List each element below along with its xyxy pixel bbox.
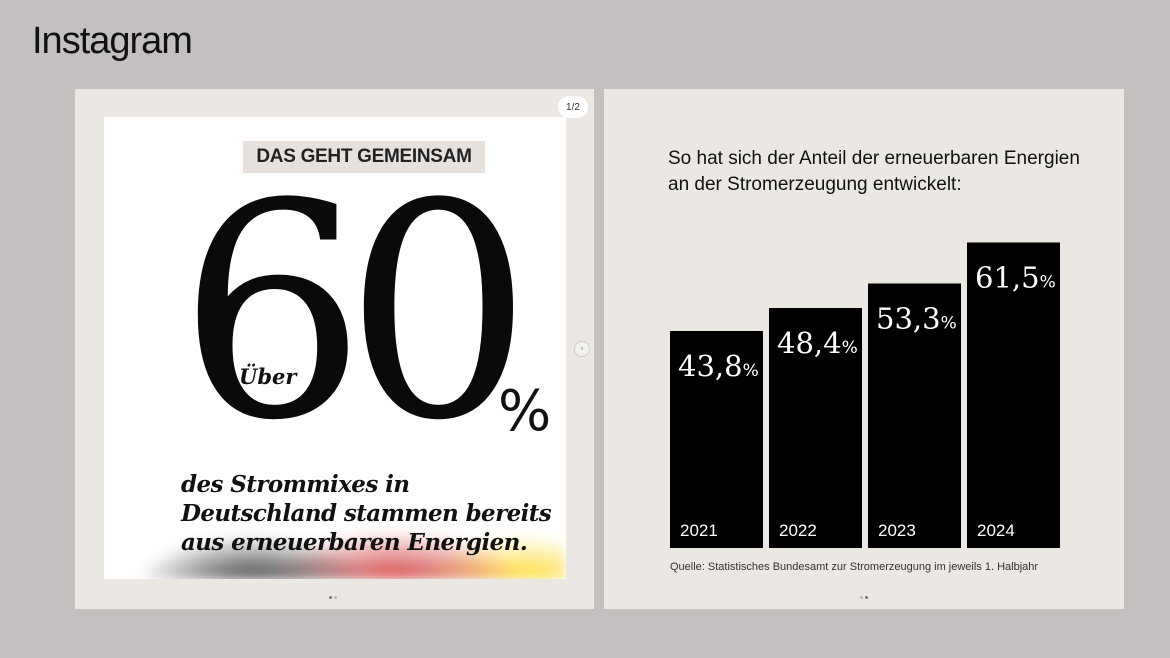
- flag-color-gradient: [104, 479, 566, 579]
- category-label-2021: 2021: [680, 521, 718, 540]
- bar-2022: [769, 308, 862, 548]
- slide-counter-badge: 1/2: [558, 96, 588, 118]
- category-label-2023: 2023: [878, 521, 916, 540]
- bar-2023: [868, 283, 961, 548]
- app-title: Instagram: [32, 20, 193, 62]
- carousel-dot: [865, 596, 868, 599]
- slide-card: DAS GEHT GEMEINSAM 60 Über % des Strommi…: [104, 117, 566, 579]
- next-slide-icon[interactable]: ›: [574, 341, 590, 357]
- post-slide-2[interactable]: So hat sich der Anteil der erneuerbaren …: [604, 89, 1124, 609]
- claim-text: des Strommixes in Deutschland stammen be…: [181, 471, 552, 556]
- carousel-dots: [860, 596, 868, 599]
- category-label-2022: 2022: [779, 521, 817, 540]
- percent-sign: %: [498, 379, 552, 444]
- bar-2021: [670, 331, 763, 548]
- tag-label: DAS GEHT GEMEINSAM: [243, 141, 485, 173]
- bar-2024: [967, 242, 1060, 548]
- carousel-dot: [329, 596, 332, 599]
- prefix-label: Über: [239, 364, 297, 389]
- post-slide-1[interactable]: DAS GEHT GEMEINSAM 60 Über % des Strommi…: [75, 89, 594, 609]
- chart-heading: So hat sich der Anteil der erneuerbaren …: [668, 148, 1080, 195]
- source-note: Quelle: Statistisches Bundesamt zur Stro…: [670, 561, 1039, 573]
- carousel-dot: [860, 596, 863, 599]
- carousel-dots: [329, 596, 337, 599]
- carousel-dot: [334, 596, 337, 599]
- category-label-2024: 2024: [977, 521, 1015, 540]
- big-number: 60: [178, 140, 533, 485]
